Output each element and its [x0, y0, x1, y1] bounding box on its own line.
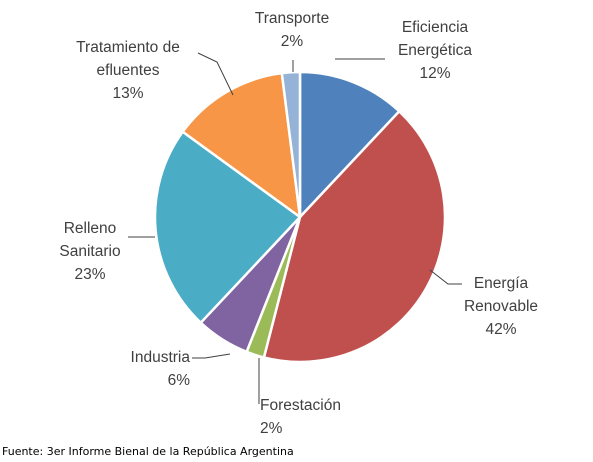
slice-labels: Eficiencia Energética 12% Energía Renovable 4… — [59, 10, 538, 437]
slice-percent: 2% — [281, 33, 304, 50]
slice-name-line: Industria — [131, 349, 191, 366]
slice-name-line: efluentes — [97, 62, 160, 79]
slice-label-3: Industria 6% — [131, 349, 191, 389]
slice-name-line: Renovable — [464, 298, 538, 315]
pie-slice-4 — [153, 130, 302, 324]
slice-percent: 6% — [168, 372, 191, 389]
slice-name-line: Sanitario — [59, 243, 120, 260]
slice-label-6: Transporte 2% — [255, 10, 329, 50]
leader-line-5 — [197, 52, 234, 96]
leader-line-3 — [192, 353, 231, 359]
slice-percent: 12% — [419, 65, 450, 82]
slice-name-line: Energética — [398, 42, 472, 59]
slice-label-4: Relleno Sanitario 23% — [59, 220, 120, 283]
leader-lines — [128, 52, 462, 404]
pie-slices — [153, 70, 447, 364]
slice-name-line: Energía — [474, 275, 529, 292]
slice-name-line: Eficiencia — [402, 19, 469, 36]
slice-name-line: Relleno — [64, 220, 117, 237]
pie-slice-0 — [298, 70, 401, 219]
slice-name-line: Tratamiento de — [76, 39, 180, 56]
source-caption: Fuente: 3er Informe Bienal de la Repúbli… — [2, 445, 294, 458]
slice-name-line: Forestación — [260, 397, 341, 414]
slice-name-line: Transporte — [255, 10, 329, 27]
pie-slice-5 — [181, 71, 302, 219]
pie-slice-1 — [262, 110, 447, 364]
slice-percent: 13% — [112, 85, 143, 102]
leader-line-1 — [429, 269, 462, 285]
slice-percent: 2% — [260, 420, 283, 437]
slice-label-2: Forestación 2% — [260, 397, 341, 437]
slice-percent: 42% — [485, 321, 516, 338]
slice-label-0: Eficiencia Energética 12% — [398, 19, 472, 82]
slice-label-5: Tratamiento de efluentes 13% — [76, 39, 180, 102]
slice-percent: 23% — [74, 266, 105, 283]
pie-slice-6 — [280, 70, 302, 219]
slice-label-1: Energía Renovable 42% — [464, 275, 538, 338]
